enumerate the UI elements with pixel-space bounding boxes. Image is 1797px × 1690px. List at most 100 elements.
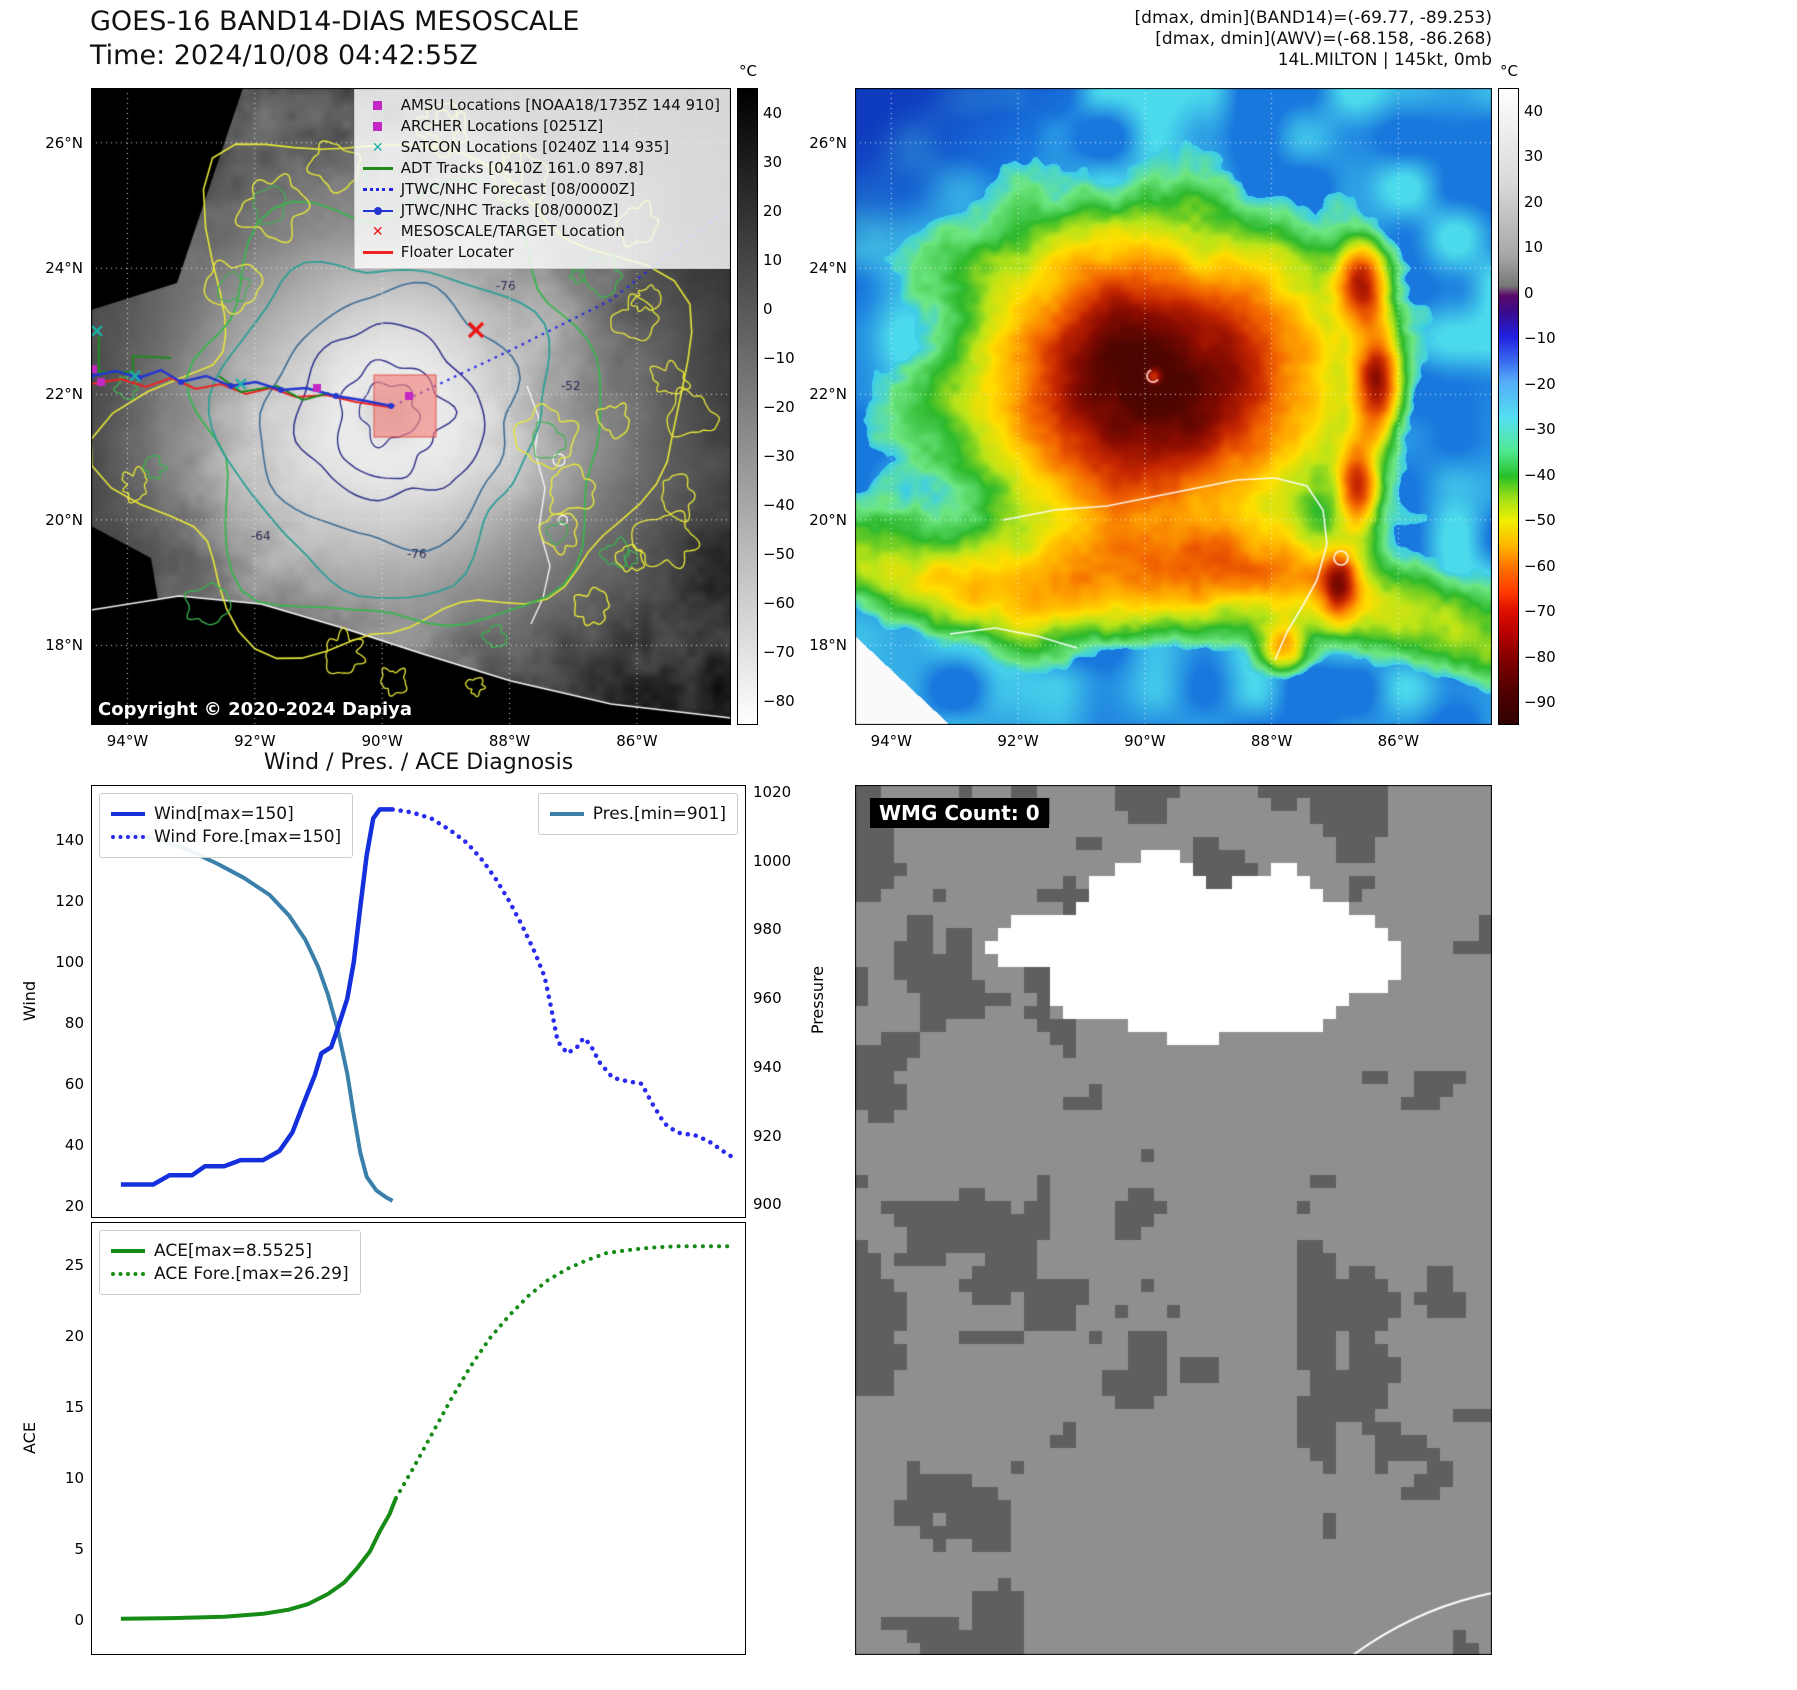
legend-label: ACE[max=8.5525] (154, 1241, 312, 1261)
y-tick-label: 80 (64, 1013, 84, 1032)
y-tick-label: 60 (64, 1074, 84, 1093)
line-marker-icon (359, 251, 397, 254)
legend-label: SATCON Locations [0240Z 114 935] (400, 138, 670, 156)
lon-tick-label: 92°W (234, 732, 276, 750)
series-wind-max-150- (120, 807, 393, 1187)
enhanced-ir-colorbar (1498, 88, 1519, 725)
legend-item: Floater Locater (359, 242, 720, 263)
legend-item: ✕ MESOSCALE/TARGET Location (359, 221, 720, 242)
legend-label: Wind Fore.[max=150] (154, 827, 342, 847)
legend-label: Pres.[min=901] (592, 804, 726, 824)
lat-tick-label: 24°N (45, 259, 83, 278)
wind-legend: Wind[max=150] Wind Fore.[max=150] (99, 793, 354, 858)
legend-item: Wind[max=150] (111, 804, 341, 824)
lon-tick-label: 88°W (488, 732, 531, 750)
storm-id-line: 14L.MILTON | 145kt, 0mb (1277, 50, 1492, 70)
legend-label: Wind[max=150] (154, 804, 294, 824)
dotted-marker (362, 188, 393, 191)
y-tick-label: 0 (74, 1610, 84, 1629)
band14-time: Time: 2024/10/08 04:42:55Z (90, 40, 478, 71)
lat-tick-label: 18°N (45, 636, 83, 655)
lat-tick-label: 26°N (45, 133, 83, 152)
y-tick-label: 980 (753, 920, 782, 939)
lon-tick-label: 94°W (106, 732, 149, 750)
colorbar-tick-label: 30 (1524, 147, 1544, 166)
legend-item: Wind Fore.[max=150] (111, 827, 341, 847)
diagnosis-title: Wind / Pres. / ACE Diagnosis (263, 750, 574, 775)
copyright-watermark: Copyright © 2020-2024 Dapiya (98, 699, 413, 720)
lon-tick-label: 88°W (1250, 732, 1293, 750)
lat-tick-label: 22°N (45, 385, 83, 404)
line-marker (362, 251, 393, 254)
colorbar-tick-label: 0 (763, 299, 773, 318)
colorbar-tick-label: 30 (763, 152, 783, 171)
grayscale-colorbar (737, 88, 758, 725)
x-marker: ✕ (371, 139, 384, 156)
legend-item: ADT Tracks [0410Z 161.0 897.8] (359, 158, 720, 179)
dmax-band14-line: [dmax, dmin](BAND14)=(-69.77, -89.253) (1134, 8, 1492, 28)
line-dot-marker (362, 206, 393, 215)
colorbar-tick-label: −80 (1524, 647, 1556, 666)
colorbar-tick-label: −80 (763, 691, 795, 710)
colorbar-tick-label: −20 (763, 397, 795, 416)
y-tick-label: 1020 (753, 782, 792, 801)
lon-tick-label: 90°W (1124, 732, 1166, 750)
ace-legend: ACE[max=8.5525] ACE Fore.[max=26.29] (99, 1230, 361, 1295)
y-tick-label: 120 (55, 891, 84, 910)
colorbar-tick-label: 10 (1524, 238, 1544, 257)
y-tick-label: 100 (55, 952, 84, 971)
colorbar-tick-label: −30 (763, 446, 795, 465)
lat-tick-label: 20°N (45, 510, 83, 529)
y-tick-label: 1000 (753, 851, 792, 870)
dmax-awv-line: [dmax, dmin](AWV)=(-68.158, -86.268) (1155, 29, 1492, 49)
legend-item: JTWC/NHC Tracks [08/0000Z] (359, 200, 720, 221)
legend-item: ARCHER Locations [0251Z] (359, 116, 720, 137)
y-tick-label: 10 (64, 1468, 84, 1487)
y-tick-label: 25 (64, 1255, 84, 1274)
colorbar-tick-label: −50 (763, 544, 795, 563)
legend-item: ACE[max=8.5525] (111, 1241, 349, 1261)
pressure-legend: Pres.[min=901] (537, 793, 738, 835)
colorbar-tick-label: 40 (763, 103, 783, 122)
y-tick-label: 20 (64, 1196, 84, 1215)
storm-stats-header: [dmax, dmin](BAND14)=(-69.77, -89.253) [… (900, 8, 1492, 71)
colorbar-tick-label: −10 (763, 348, 795, 367)
x-marker: ✕ (371, 223, 384, 240)
lon-tick-label: 94°W (870, 732, 912, 750)
y-tick-label: 140 (55, 830, 84, 849)
legend-label: Floater Locater (400, 243, 514, 261)
colorbar-tick-label: −20 (1524, 374, 1556, 393)
legend-line-swatch (111, 835, 145, 839)
y-tick-label: 900 (753, 1195, 782, 1214)
lat-tick-label: 20°N (809, 510, 847, 529)
y-tick-label: 960 (753, 989, 782, 1008)
legend-item: ✕ SATCON Locations [0240Z 114 935] (359, 137, 720, 158)
legend-item: ACE Fore.[max=26.29] (111, 1264, 349, 1284)
lon-tick-label: 86°W (1377, 732, 1420, 750)
legend-label: ARCHER Locations [0251Z] (400, 117, 604, 135)
lon-tick-label: 86°W (616, 732, 658, 750)
series-ace-max-8-5525- (120, 1497, 398, 1621)
legend-label: JTWC/NHC Forecast [08/0000Z] (400, 180, 635, 198)
line-marker (362, 167, 393, 170)
legend-line-swatch (111, 1249, 145, 1253)
lon-tick-label: 90°W (361, 732, 403, 750)
legend-label: ADT Tracks [0410Z 161.0 897.8] (400, 159, 644, 177)
colorbar-unit: °C (1500, 62, 1518, 80)
wmg-canvas (855, 785, 1492, 1655)
legend-label: MESOSCALE/TARGET Location (400, 222, 625, 240)
lat-tick-label: 24°N (809, 259, 847, 278)
wmg-count-badge: WMG Count: 0 (870, 798, 1049, 828)
colorbar-tick-label: −70 (1524, 602, 1556, 621)
colorbar-tick-label: −60 (763, 593, 795, 612)
legend-line-swatch (549, 812, 584, 816)
y-tick-label: 40 (64, 1135, 84, 1154)
y-tick-label: 5 (74, 1539, 84, 1558)
line-marker-icon (359, 167, 397, 170)
x-marker-icon: ✕ (359, 225, 397, 239)
colorbar-tick-label: −60 (1524, 556, 1556, 575)
line-dot-marker-icon (359, 206, 397, 215)
legend-item: Pres.[min=901] (549, 804, 726, 824)
legend-label: JTWC/NHC Tracks [08/0000Z] (400, 201, 619, 219)
series-ace-fore-max-26-29- (393, 1244, 735, 1501)
